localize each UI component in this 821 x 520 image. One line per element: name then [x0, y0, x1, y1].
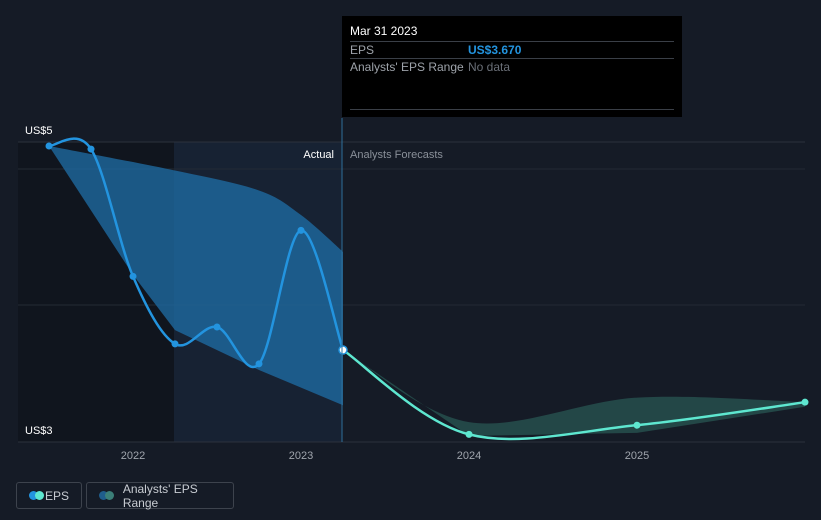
actual-label: Actual: [303, 149, 334, 161]
tooltip-range-value: No data: [468, 60, 511, 74]
eps-forecast-line: [342, 348, 806, 441]
tooltip-date: Mar 31 2023: [350, 24, 418, 38]
tooltip-range-row: Analysts' EPS Range No data: [350, 58, 674, 76]
eps-actual-point: [45, 142, 53, 150]
x-tick-label: 2023: [289, 450, 313, 462]
x-tick-label: 2022: [121, 450, 145, 462]
x-tick-label: 2025: [625, 450, 649, 462]
eps-legend-icon: [29, 491, 44, 500]
tooltip: Mar 31 2023 EPS US$3.670 Analysts' EPS R…: [342, 16, 682, 117]
eps-forecast-point: [801, 398, 809, 406]
legend-range[interactable]: Analysts' EPS Range: [86, 481, 234, 510]
range-band-forecast: [343, 350, 805, 436]
legend-eps[interactable]: EPS: [16, 482, 82, 509]
tooltip-eps-label: EPS: [350, 43, 375, 57]
y-tick-label: US$3: [25, 425, 53, 437]
forecast-label: Analysts Forecasts: [350, 149, 443, 161]
eps-actual-point: [87, 145, 95, 153]
eps-actual-point: [338, 345, 348, 355]
eps-actual-point: [171, 340, 179, 348]
divider: [350, 109, 674, 110]
x-tick-label: 2024: [457, 450, 481, 462]
tooltip-range-label: Analysts' EPS Range: [350, 60, 464, 74]
legend-range-label: Analysts' EPS Range: [122, 481, 198, 510]
legend-eps-label: EPS: [44, 488, 69, 503]
eps-actual-point: [129, 272, 137, 280]
tooltip-eps-row: EPS US$3.670: [350, 41, 674, 59]
eps-actual-point: [255, 360, 263, 368]
range-legend-icon: [99, 491, 114, 500]
eps-actual-point: [297, 226, 305, 234]
tooltip-eps-value: US$3.670: [468, 43, 522, 57]
eps-actual-point: [213, 323, 221, 331]
eps-forecast-point: [465, 430, 473, 438]
eps-forecast-point: [633, 421, 641, 429]
y-tick-label: US$5: [25, 125, 53, 137]
